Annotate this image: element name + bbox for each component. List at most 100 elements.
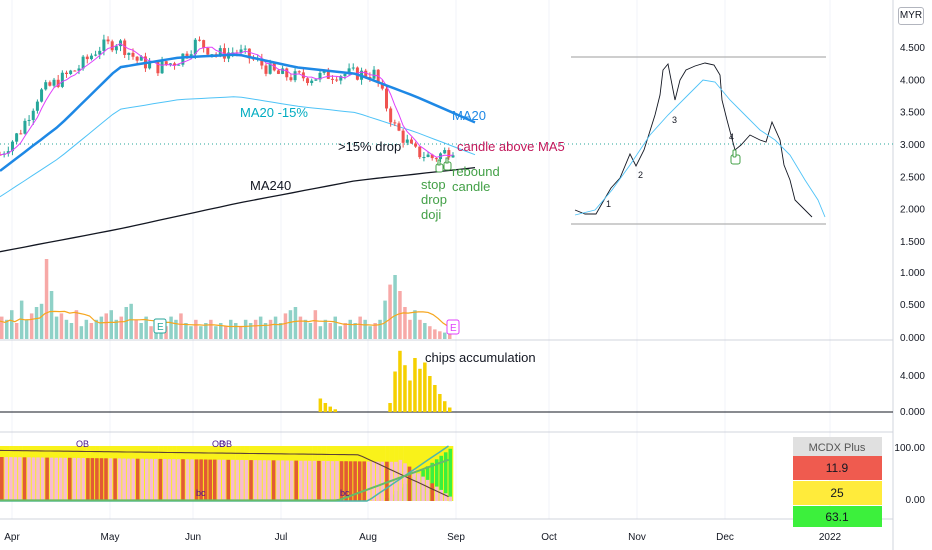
mcdx-red-bar [294,460,298,501]
ma20-line [0,53,476,172]
earnings-marker: E [153,318,167,334]
chips-bar [443,401,447,412]
mcdx-red-bar [407,466,412,501]
volume-axis[interactable]: 1.000 0.500 0.000 [900,268,925,344]
mcdx-red-bar [285,460,289,501]
candle-body [339,76,343,81]
mcdx-red-bar [339,461,344,501]
candle-body [185,53,189,57]
mcdx-red-bar [145,458,149,501]
chips-pane[interactable]: chips accumulation [0,350,893,413]
candle-body [23,120,27,134]
mcdx-red-bar [154,458,158,501]
candle-body [10,141,14,152]
currency-badge[interactable]: MYR [898,7,924,25]
volume-bar [358,316,362,339]
mcdx-red-cell [793,456,882,480]
mcdx-red-bar [267,460,271,501]
mcdx-red-bar [280,460,285,501]
rebound-label-2: candle [452,179,490,194]
mcdx-red-bar [439,489,443,501]
time-axis[interactable]: Apr May Jun Jul Aug Sep Oct Nov Dec 2022 [4,532,841,543]
candle-body [160,61,164,74]
mcdx-red-bar [271,460,276,501]
stop-label-1: stop [421,177,446,192]
candle-body [102,39,106,51]
mcdx-red-bar [416,473,421,501]
mcdx-red-bar [172,459,176,501]
volume-bar [114,319,118,339]
earnings-label: E [157,322,164,333]
time-tick-label: Nov [628,532,646,543]
chips-label: chips accumulation [425,350,536,365]
volume-bar [134,319,138,339]
volume-bar [94,319,99,339]
mcdx-green-bar [448,448,453,502]
candle-body [19,133,23,135]
mcdx-red-bar [104,458,108,501]
volume-bar [99,316,104,339]
volume-bar [288,310,293,339]
mcdx-red-bar [330,461,335,501]
volume-bar [258,316,263,339]
volume-bar [129,303,133,339]
mcdx-red-bar [425,479,430,501]
volume-bar [24,319,29,339]
candle-body [123,40,127,55]
chips-axis[interactable]: 4.000 0.000 [900,371,925,418]
candle-body [351,67,355,69]
mcdx-pane[interactable]: OB OB OB bc bc MCDX Plus 11.9 25 63.1 [0,437,882,527]
volume-bar [194,319,198,339]
mcdx-axis[interactable]: 100.00 0.00 [894,443,925,506]
price-axis[interactable]: 1.500 2.000 2.500 3.000 3.500 4.000 4.500 [900,43,925,248]
volume-bar [403,307,407,339]
drop-label: >15% drop [338,139,401,154]
volume-bar [10,310,14,339]
volume-bar [5,319,9,339]
chips-bar [318,398,323,412]
mcdx-tick-label: 100.00 [894,443,925,454]
candle-body [434,158,438,160]
mcdx-red-bar [376,461,380,501]
mcdx-red-bar [13,457,18,501]
volume-bar [224,326,228,339]
ma20-minus-15-line [0,96,476,198]
mcdx-red-bar [262,460,267,501]
candle-body [35,101,39,111]
volume-bar [448,331,452,339]
mcdx-red-bar [380,461,385,501]
ma20-minus-label: MA20 -15% [240,105,308,120]
mcdx-red-bar [135,458,140,501]
volume-bar [174,319,178,339]
ma20-label: MA20 [452,108,486,123]
candle-body [297,71,301,73]
mcdx-red-bar [276,460,280,501]
hand-cursor-icon [730,149,741,165]
above-ma5-label: candle above MA5 [457,139,565,154]
volume-pane[interactable]: E E [0,259,460,339]
mcdx-red-bar [357,461,362,501]
mcdx-red-bar [31,457,36,501]
candle-body [44,82,48,90]
mcdx-red-bar [299,460,303,501]
volume-bar [268,319,273,339]
volume-bar [293,307,298,339]
mcdx-red-bar [430,483,434,501]
volume-bar [119,316,123,339]
candle-body [94,54,98,56]
mcdx-red-bar [58,457,63,501]
volume-bar [124,307,128,339]
mcdx-red-bar [86,458,90,501]
volume-tick-label: 0.500 [900,300,925,311]
volume-bar [263,323,268,339]
time-tick-label: Oct [541,532,557,543]
chips-bar [418,368,422,412]
candle-body [380,83,384,89]
chips-bar [328,406,332,412]
candle-body [181,53,185,65]
volume-bar [393,275,397,339]
price-pane[interactable]: MA20 -15% MA20 >15% drop candle above MA… [0,34,893,253]
volume-bar [318,326,323,339]
volume-ma-line [0,310,449,328]
